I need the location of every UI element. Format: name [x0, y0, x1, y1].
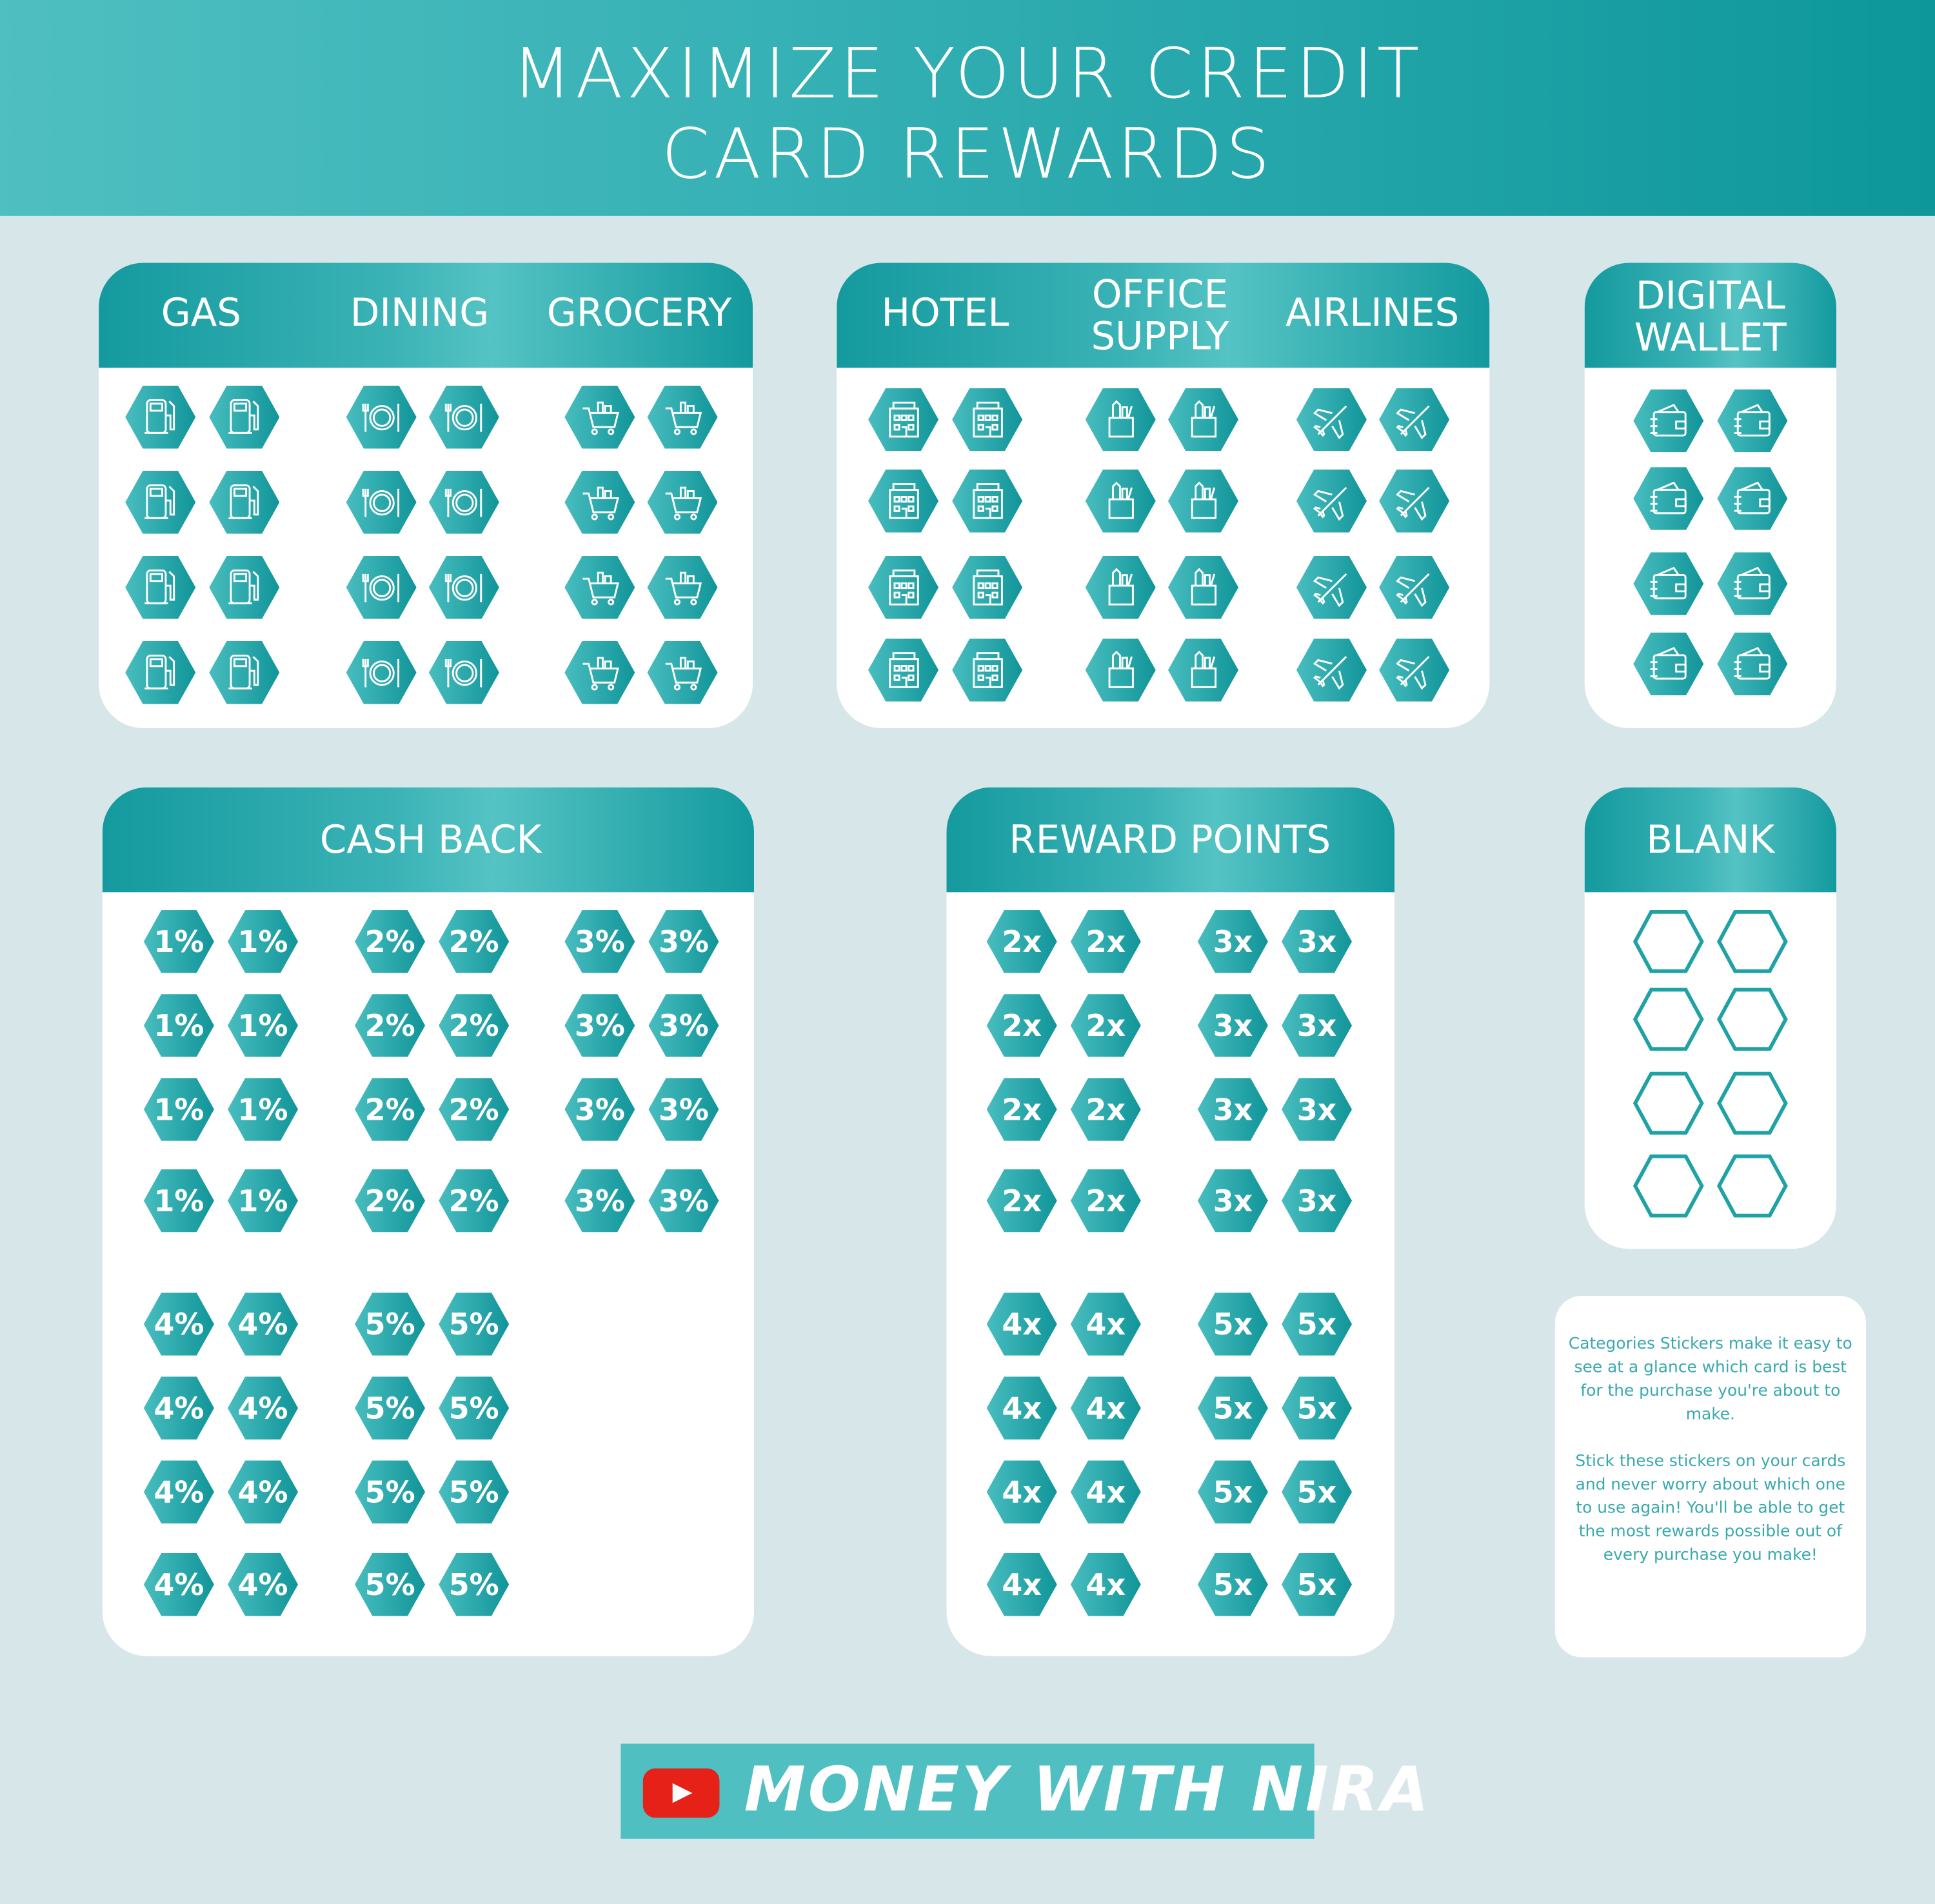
blank-sticker-outline — [1632, 1154, 1704, 1218]
youtube-play-icon — [642, 1768, 720, 1818]
sticker-value: 2x — [986, 994, 1057, 1057]
title-banner: MAXIMIZE YOUR CREDIT CARD REWARDS — [0, 0, 1935, 216]
blank-sticker-outline — [1716, 1071, 1788, 1135]
blank-sticker-outline — [1632, 1071, 1704, 1135]
sticker-pencil-cup-icon — [1167, 388, 1238, 451]
sticker-wallet-icon — [1633, 467, 1704, 530]
sticker-hotel-building-icon — [952, 470, 1023, 533]
sticker-value: 5x — [1281, 1460, 1353, 1523]
label-grocery: GROCERY — [546, 291, 732, 336]
label-gas: GAS — [161, 291, 241, 336]
panel-header: CASH BACK — [102, 787, 755, 893]
label-reward-points: REWARD POINTS — [1009, 818, 1331, 863]
sticker-wallet-icon — [1633, 632, 1704, 696]
panel-categories-a: GAS DINING GROCERY — [99, 263, 753, 728]
panel-header: DIGITAL WALLET — [1584, 263, 1836, 368]
sticker-pencil-cup-icon — [1167, 639, 1238, 702]
sticker-value: 5x — [1281, 1293, 1353, 1356]
sticker-pencil-cup-icon — [1085, 639, 1156, 702]
label-office-supply: OFFICE SUPPLY — [1091, 272, 1229, 359]
blank-sticker-outline — [1632, 910, 1704, 973]
brand-name: MONEY WITH NIRA — [744, 1753, 1431, 1825]
label-airlines: AIRLINES — [1285, 291, 1460, 336]
note-paragraph-1: Categories Stickers make it easy to see … — [1568, 1335, 1852, 1424]
sticker-hotel-building-icon — [868, 639, 939, 702]
sticker-value: 3x — [1281, 910, 1353, 973]
sticker-value: 3x — [1281, 994, 1353, 1057]
sticker-airplane-icon — [1296, 388, 1367, 451]
info-note: Categories Stickers make it easy to see … — [1554, 1295, 1866, 1658]
label-digital-wallet: DIGITAL WALLET — [1634, 273, 1787, 361]
sticker-hotel-building-icon — [952, 639, 1023, 702]
sticker-gas-pump-icon — [209, 640, 280, 704]
panel-blank: BLANK — [1584, 787, 1836, 1249]
sticker-pencil-cup-icon — [1085, 388, 1156, 451]
sticker-hotel-building-icon — [868, 470, 939, 533]
label-hotel: HOTEL — [881, 291, 1009, 336]
panel-header: BLANK — [1584, 787, 1836, 893]
sticker-hotel-building-icon — [868, 388, 939, 451]
sticker-wallet-icon — [1633, 552, 1704, 615]
sticker-pencil-cup-icon — [1167, 470, 1238, 533]
brand-logo-banner: MONEY WITH NIRA — [620, 1743, 1429, 1839]
sticker-value: 2% — [439, 994, 510, 1057]
sticker-value: 2x — [986, 1169, 1057, 1233]
panel-cash-back: CASH BACK — [102, 787, 755, 1656]
sticker-shopping-cart-icon — [647, 640, 718, 704]
label-blank: BLANK — [1646, 818, 1775, 863]
blank-sticker-outline — [1716, 987, 1788, 1051]
panel-header: REWARD POINTS — [946, 787, 1395, 893]
sticker-pencil-cup-icon — [1085, 470, 1156, 533]
sticker-value: 3% — [564, 1169, 635, 1233]
sticker-value: 3% — [564, 910, 635, 973]
label-cash-back: CASH BACK — [319, 818, 542, 863]
label-dining: DINING — [350, 291, 490, 336]
panel-header: GAS DINING GROCERY — [99, 263, 753, 368]
sticker-gas-pump-icon — [209, 385, 280, 449]
panel-categories-b: HOTEL OFFICE SUPPLY AIRLINES — [837, 263, 1490, 728]
sticker-value: 5x — [1281, 1552, 1353, 1616]
sticker-shopping-cart-icon — [647, 385, 718, 449]
panel-digital-wallet: DIGITAL WALLET — [1584, 263, 1836, 728]
sticker-value: 3x — [1281, 1169, 1353, 1233]
blank-sticker-outline — [1716, 910, 1788, 973]
sticker-value: 2x — [986, 910, 1057, 973]
sticker-value: 5% — [439, 1376, 510, 1440]
sticker-value: 4x — [986, 1376, 1057, 1440]
sticker-hotel-building-icon — [952, 388, 1023, 451]
sticker-value: 5x — [1281, 1376, 1353, 1440]
sticker-value: 2% — [439, 1169, 510, 1233]
blank-sticker-outline — [1716, 1154, 1788, 1218]
sticker-airplane-icon — [1296, 639, 1367, 702]
sticker-wallet-icon — [1633, 389, 1704, 453]
sticker-value: 4x — [986, 1460, 1057, 1523]
blank-sticker-outline — [1632, 987, 1704, 1051]
title-line-1: MAXIMIZE YOUR CREDIT — [511, 34, 1424, 115]
sticker-value: 4x — [986, 1293, 1057, 1356]
panel-header: HOTEL OFFICE SUPPLY AIRLINES — [837, 263, 1490, 368]
note-paragraph-2: Stick these stickers on your cards and n… — [1575, 1452, 1846, 1565]
title-line-2: CARD REWARDS — [661, 114, 1274, 195]
sticker-airplane-icon — [1296, 470, 1367, 533]
